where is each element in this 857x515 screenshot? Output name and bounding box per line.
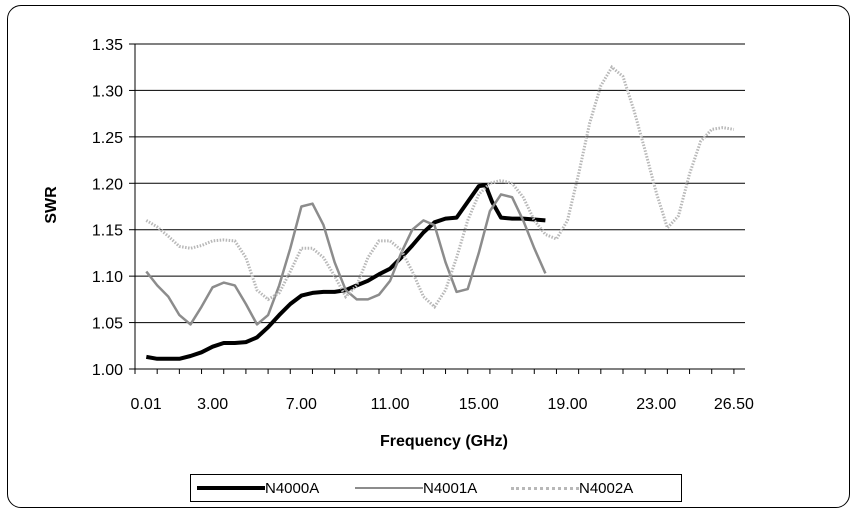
chart-frame	[7, 5, 850, 508]
legend-swatch-n4002a	[511, 486, 579, 490]
x-tick-label-3.00: 3.00	[197, 396, 228, 413]
legend-item-n4001a: N4001A	[355, 475, 477, 501]
legend-item-n4002a: N4002A	[511, 475, 633, 501]
legend-label-n4002a: N4002A	[579, 479, 634, 497]
y-tick-label-1.25: 1.25	[92, 130, 123, 147]
x-tick-label-23.00: 23.00	[636, 396, 676, 413]
series-line-n4000a	[145, 183, 546, 361]
y-tick-label-1.30: 1.30	[92, 83, 123, 100]
legend-swatch-n4001a	[355, 487, 423, 489]
tick-labels: 1.00 1.05 1.10 1.15 1.20 1.25 1.30 1.35 0.01 3.00…	[92, 37, 754, 413]
y-tick-label-1.10: 1.10	[92, 269, 123, 286]
y-tick-label-1.35: 1.35	[92, 37, 123, 54]
y-tick-label-1.00: 1.00	[92, 362, 123, 379]
y-tick-label-1.15: 1.15	[92, 223, 123, 240]
x-tick-label-19.00: 19.00	[548, 396, 588, 413]
x-tick-label-26.50: 26.50	[714, 396, 754, 413]
x-tick-label-0.01: 0.01	[131, 396, 162, 413]
legend-swatch-n4000a	[197, 486, 265, 490]
x-tick-label-15.00: 15.00	[459, 396, 499, 413]
series-line-n4002a	[145, 64, 735, 310]
x-tick-label-11.00: 11.00	[371, 396, 410, 413]
y-tick-label-1.05: 1.05	[92, 316, 123, 333]
series-line-n4001a	[145, 193, 547, 326]
legend-item-n4000a: N4000A	[197, 475, 319, 501]
series-lines	[145, 64, 735, 361]
axes	[129, 43, 745, 374]
y-axis-title: SWR	[43, 186, 60, 224]
x-axis-title: Frequency (GHz)	[380, 433, 508, 450]
y-tick-label-1.20: 1.20	[92, 176, 123, 193]
x-tick-label-7.00: 7.00	[286, 396, 317, 413]
legend-label-n4001a: N4001A	[423, 479, 478, 497]
gridlines	[135, 43, 745, 324]
legend-label-n4000a: N4000A	[265, 479, 320, 497]
legend: N4000A N4001A N4002A	[190, 474, 682, 502]
